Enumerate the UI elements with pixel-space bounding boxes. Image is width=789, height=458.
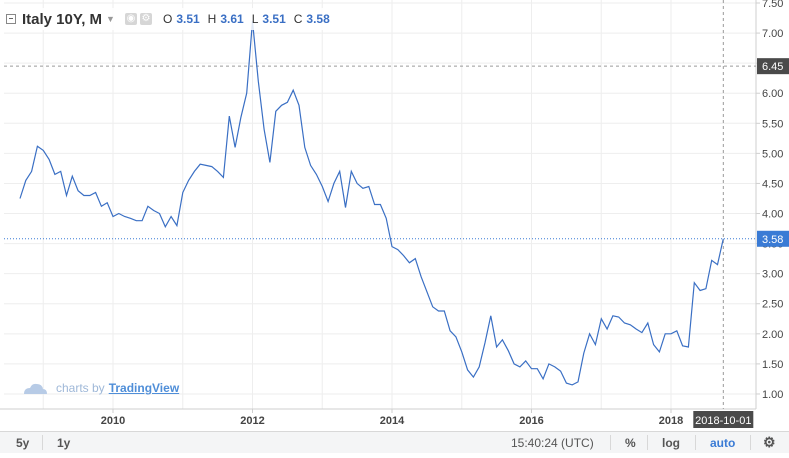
y-tick-label: 5.50 xyxy=(762,118,783,130)
gear-icon[interactable]: ⚙ xyxy=(140,13,152,25)
eye-icon[interactable]: ◉ xyxy=(125,13,137,25)
y-tick-label: 3.00 xyxy=(762,269,783,281)
cloud-icon xyxy=(22,381,48,395)
low-label: L xyxy=(252,12,259,26)
y-tick-label: 2.00 xyxy=(762,329,783,341)
x-tick-label: 2012 xyxy=(240,415,264,427)
close-label: C xyxy=(294,12,303,26)
open-value: 3.51 xyxy=(176,12,199,26)
open-label: O xyxy=(163,12,172,26)
range-5y-button[interactable]: 5y xyxy=(16,436,29,450)
divider xyxy=(647,435,648,450)
y-tick-label: 7.50 xyxy=(762,0,783,10)
y-tick-label: 4.00 xyxy=(762,209,783,221)
percent-scale-button[interactable]: % xyxy=(625,436,636,450)
crosshair-price-label: 6.45 xyxy=(762,61,783,73)
divider xyxy=(695,435,696,450)
tradingview-watermark[interactable]: charts by TradingView xyxy=(22,381,179,395)
utc-clock[interactable]: 15:40:24 (UTC) xyxy=(511,436,594,450)
log-scale-button[interactable]: log xyxy=(662,436,680,450)
series-line xyxy=(20,21,723,385)
y-tick-label: 7.00 xyxy=(762,28,783,40)
crosshair-date-label: 2018-10-01 xyxy=(695,415,751,427)
range-1y-button[interactable]: 1y xyxy=(57,436,70,450)
bottom-toolbar: 5y 1y 15:40:24 (UTC) % log auto ⚙ xyxy=(0,431,789,453)
x-tick-label: 2014 xyxy=(380,415,405,427)
collapse-legend-button[interactable] xyxy=(6,14,16,24)
close-value: 3.58 xyxy=(306,12,329,26)
y-tick-label: 1.50 xyxy=(762,359,783,371)
chevron-down-icon[interactable]: ▼ xyxy=(106,14,115,24)
gear-icon[interactable]: ⚙ xyxy=(763,434,776,451)
y-tick-label: 4.50 xyxy=(762,178,783,190)
high-label: H xyxy=(208,12,217,26)
last-price-label: 3.58 xyxy=(762,234,783,246)
watermark-prefix: charts by xyxy=(56,381,105,395)
symbol-title[interactable]: Italy 10Y, M xyxy=(22,11,102,28)
auto-scale-button[interactable]: auto xyxy=(710,436,735,450)
y-tick-label: 5.00 xyxy=(762,148,783,160)
x-tick-label: 2018 xyxy=(659,415,683,427)
high-value: 3.61 xyxy=(220,12,243,26)
y-tick-label: 2.50 xyxy=(762,299,783,311)
divider xyxy=(610,435,611,450)
low-value: 3.51 xyxy=(262,12,285,26)
x-tick-label: 2016 xyxy=(519,415,543,427)
divider xyxy=(42,435,43,450)
divider xyxy=(750,435,751,450)
y-tick-label: 6.00 xyxy=(762,88,783,100)
y-tick-label: 1.00 xyxy=(762,389,783,401)
chart-header: Italy 10Y, M ▼ ◉ ⚙ O 3.51 H 3.61 L 3.51 … xyxy=(6,8,336,30)
tradingview-link[interactable]: TradingView xyxy=(109,381,179,395)
x-tick-label: 2010 xyxy=(101,415,125,427)
